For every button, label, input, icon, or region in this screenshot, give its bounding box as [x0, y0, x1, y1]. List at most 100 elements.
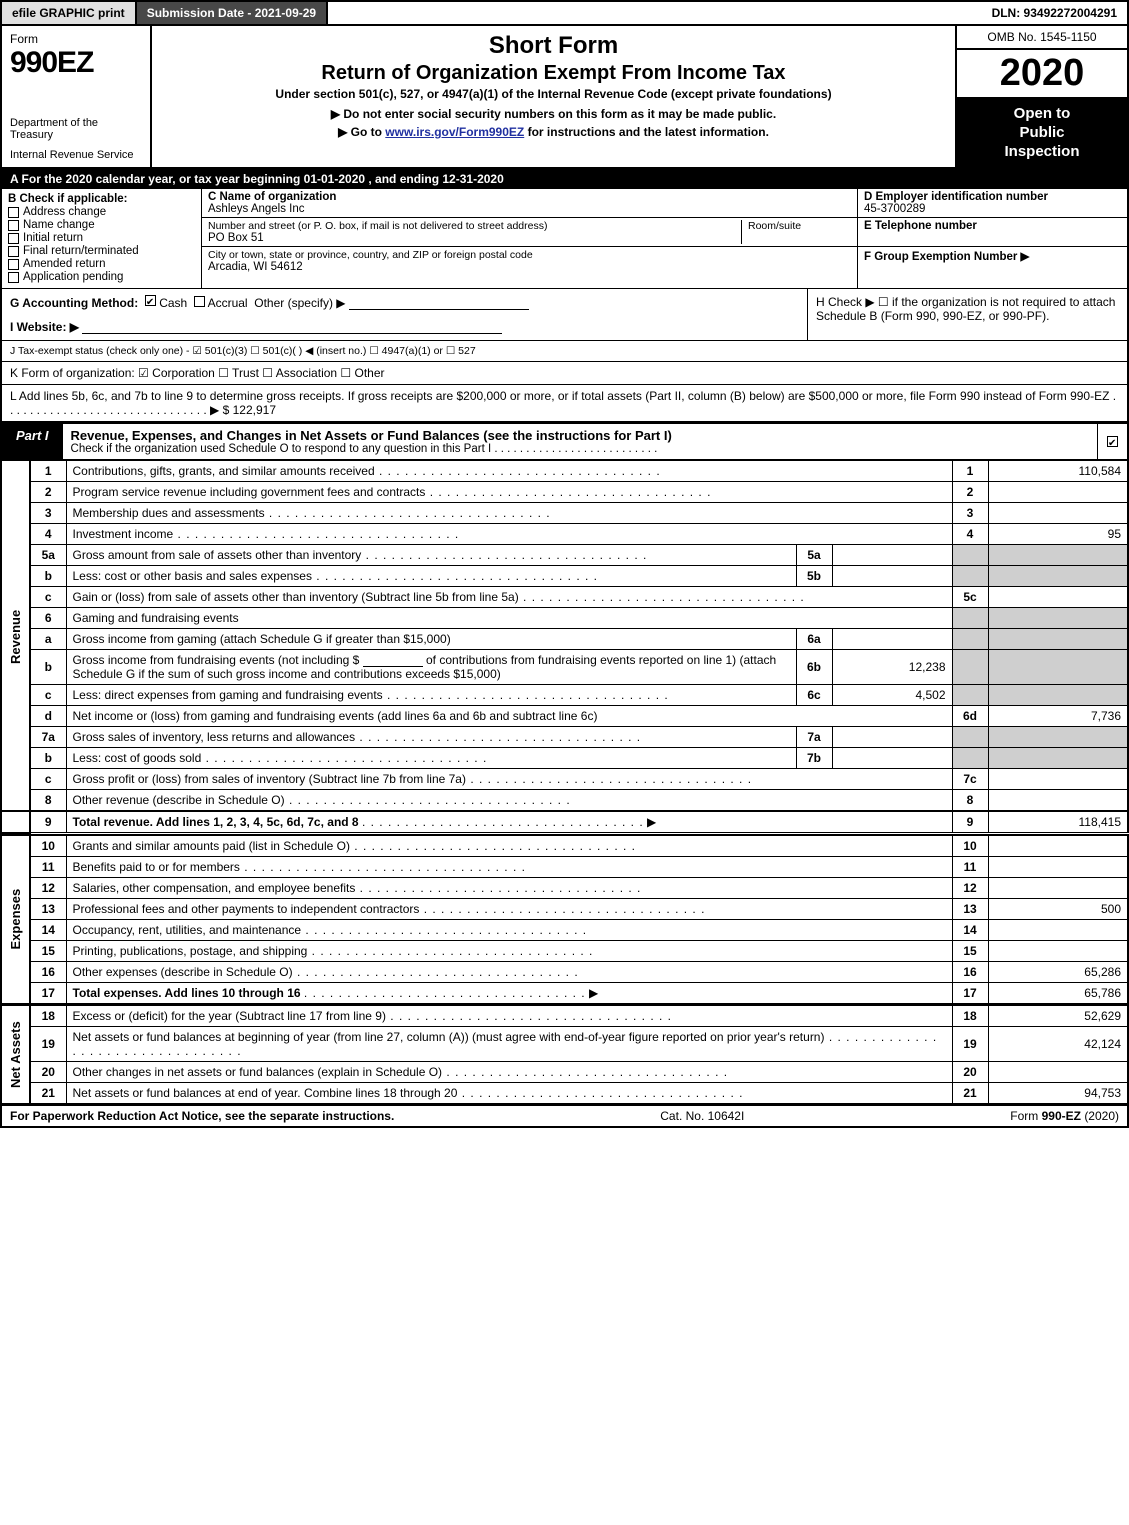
r5b-desc: Less: cost or other basis and sales expe… — [66, 566, 796, 587]
r6-desc: Gaming and fundraising events — [66, 608, 952, 629]
row-6b: b Gross income from fundraising events (… — [1, 650, 1128, 685]
ck-amended-return[interactable]: Amended return — [8, 258, 195, 270]
row-12: 12 Salaries, other compensation, and emp… — [1, 877, 1128, 898]
r21-val: 94,753 — [988, 1082, 1128, 1104]
r3-idx: 3 — [952, 503, 988, 524]
r8-val — [988, 790, 1128, 812]
r6d-val: 7,736 — [988, 706, 1128, 727]
box-c: C Name of organization Ashleys Angels In… — [202, 189, 857, 288]
r11-val — [988, 856, 1128, 877]
efile-print[interactable]: efile GRAPHIC print — [2, 2, 137, 24]
header-right: OMB No. 1545-1150 2020 Open to Public In… — [957, 26, 1127, 167]
g-accrual-check[interactable] — [194, 296, 205, 307]
i-website: I Website: ▶ — [10, 320, 799, 334]
h-text: H Check ▶ ☐ if the organization is not r… — [816, 295, 1115, 323]
g-cash-check[interactable] — [145, 295, 156, 306]
r20-val — [988, 1061, 1128, 1082]
open-line3: Inspection — [961, 143, 1123, 162]
dln: DLN: 93492272004291 — [982, 2, 1127, 24]
row-7c: c Gross profit or (loss) from sales of i… — [1, 769, 1128, 790]
r5b-idx — [952, 566, 988, 587]
row-7a: 7a Gross sales of inventory, less return… — [1, 727, 1128, 748]
r2-idx: 2 — [952, 482, 988, 503]
ck-name-change[interactable]: Name change — [8, 219, 195, 231]
ck-address-change-label: Address change — [23, 206, 106, 218]
ck-address-change[interactable]: Address change — [8, 206, 195, 218]
identity-block: B Check if applicable: Address change Na… — [0, 189, 1129, 289]
box-b-header: B Check if applicable: — [8, 193, 195, 205]
r7c-num: c — [30, 769, 66, 790]
part-1-sub: Check if the organization used Schedule … — [71, 443, 1089, 455]
r6b-blank[interactable] — [363, 653, 423, 667]
row-gh: G Accounting Method: Cash Accrual Other … — [0, 289, 1129, 341]
c-city-value: Arcadia, WI 54612 — [208, 261, 851, 273]
ck-name-change-label: Name change — [23, 219, 95, 231]
header-mid: Short Form Return of Organization Exempt… — [152, 26, 957, 167]
open-line1: Open to — [961, 105, 1123, 124]
footer-right-post: (2020) — [1084, 1109, 1119, 1123]
r6b-num: b — [30, 650, 66, 685]
row-9: 9 Total revenue. Add lines 1, 2, 3, 4, 5… — [1, 811, 1128, 833]
r3-val — [988, 503, 1128, 524]
e-telephone: E Telephone number — [858, 218, 1127, 247]
submission-date: Submission Date - 2021-09-29 — [137, 2, 328, 24]
part-1-check[interactable] — [1097, 424, 1127, 459]
r6a-idx — [952, 629, 988, 650]
r12-idx: 12 — [952, 877, 988, 898]
r12-desc: Salaries, other compensation, and employ… — [66, 877, 952, 898]
part-1-header: Part I Revenue, Expenses, and Changes in… — [0, 422, 1129, 461]
ck-initial-return[interactable]: Initial return — [8, 232, 195, 244]
ck-final-return[interactable]: Final return/terminated — [8, 245, 195, 257]
r1-num: 1 — [30, 461, 66, 482]
c-name-row: C Name of organization Ashleys Angels In… — [202, 189, 857, 218]
part-1-title: Revenue, Expenses, and Changes in Net As… — [71, 428, 1089, 443]
row-10: Expenses 10 Grants and similar amounts p… — [1, 835, 1128, 857]
omb-number: OMB No. 1545-1150 — [957, 26, 1127, 50]
r7b-sub: 7b — [796, 748, 832, 769]
r19-val: 42,124 — [988, 1026, 1128, 1061]
ck-application-pending-label: Application pending — [23, 271, 123, 283]
part-1-title-block: Revenue, Expenses, and Changes in Net As… — [63, 424, 1097, 459]
room-suite-label: Room/suite — [748, 220, 801, 232]
dept-treasury: Department of the Treasury — [10, 117, 142, 141]
r14-desc: Occupancy, rent, utilities, and maintena… — [66, 919, 952, 940]
row-14: 14 Occupancy, rent, utilities, and maint… — [1, 919, 1128, 940]
r6d-idx: 6d — [952, 706, 988, 727]
r19-num: 19 — [30, 1026, 66, 1061]
title-return: Return of Organization Exempt From Incom… — [162, 62, 945, 85]
r6c-val — [988, 685, 1128, 706]
i-website-input[interactable] — [82, 320, 502, 334]
warning-ssn: ▶ Do not enter social security numbers o… — [162, 107, 945, 121]
r17-desc-text: Total expenses. Add lines 10 through 16 — [73, 986, 301, 1000]
irs-link[interactable]: www.irs.gov/Form990EZ — [385, 125, 524, 139]
r3-desc: Membership dues and assessments — [66, 503, 952, 524]
r5b-sub: 5b — [796, 566, 832, 587]
r6b-subval: 12,238 — [832, 650, 952, 685]
c-city-row: City or town, state or province, country… — [202, 247, 857, 275]
i-label: I Website: ▶ — [10, 320, 79, 334]
r9-val: 118,415 — [988, 811, 1128, 833]
row-2: 2 Program service revenue including gove… — [1, 482, 1128, 503]
line-l-text: L Add lines 5b, 6c, and 7b to line 9 to … — [10, 389, 1116, 417]
line-j: J Tax-exempt status (check only one) - ☑… — [0, 341, 1129, 362]
r10-idx: 10 — [952, 835, 988, 857]
r12-num: 12 — [30, 877, 66, 898]
revenue-table: Revenue 1 Contributions, gifts, grants, … — [0, 461, 1129, 834]
r6b-idx — [952, 650, 988, 685]
r15-num: 15 — [30, 940, 66, 961]
r11-num: 11 — [30, 856, 66, 877]
r16-num: 16 — [30, 961, 66, 982]
r6b-val — [988, 650, 1128, 685]
r15-val — [988, 940, 1128, 961]
ck-application-pending[interactable]: Application pending — [8, 271, 195, 283]
r10-num: 10 — [30, 835, 66, 857]
row-11: 11 Benefits paid to or for members 11 — [1, 856, 1128, 877]
g-other-input[interactable] — [349, 296, 529, 310]
r10-val — [988, 835, 1128, 857]
dept-irs: Internal Revenue Service — [10, 149, 142, 161]
g-label: G Accounting Method: — [10, 296, 138, 310]
g-accrual-label: Accrual — [208, 296, 248, 310]
part-1-tag: Part I — [2, 424, 63, 459]
line-a: A For the 2020 calendar year, or tax yea… — [0, 169, 1129, 189]
r5a-num: 5a — [30, 545, 66, 566]
